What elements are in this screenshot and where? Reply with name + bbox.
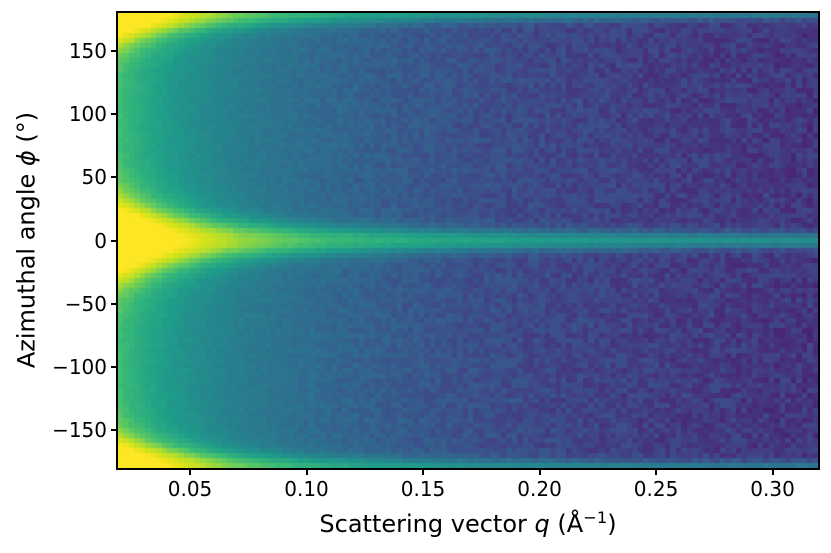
x-tick-mark [655,470,658,475]
y-tick-label: 0 [94,228,107,253]
x-tick-label: 0.05 [167,477,213,501]
x-tick-label: 0.15 [400,477,446,501]
x-tick-label: 0.30 [750,477,795,501]
x-axis-label-unit-open: (Å [549,510,584,538]
y-tick-label: −150 [52,418,107,443]
y-axis-label-text: Azimuthal angle [12,166,41,369]
x-axis-label-unit-close: ) [607,510,617,538]
x-axis-label-superscript: −1 [583,508,608,527]
y-tick-label: 150 [68,38,107,63]
x-tick-mark [305,470,308,475]
y-tick-mark [111,302,116,305]
heatmap-canvas [118,13,818,468]
y-tick-mark [111,176,116,179]
y-tick-mark [111,49,116,52]
y-tick-label: −100 [52,354,107,379]
x-tick-mark [771,470,774,475]
x-tick-label: 0.10 [284,477,329,501]
y-tick-mark [111,113,116,116]
y-tick-label: 100 [68,102,107,127]
y-tick-mark [111,239,116,242]
x-axis-label-variable: q [534,510,550,538]
x-axis-label-text: Scattering vector [319,510,535,538]
y-tick-mark [111,429,116,432]
y-tick-mark [111,365,116,368]
y-tick-label: 50 [81,165,107,190]
x-tick-mark [422,470,425,475]
y-tick-label: −50 [64,291,107,316]
x-tick-label: 0.25 [633,477,679,501]
x-axis-label: Scattering vector q (Å−1) [118,508,818,542]
x-tick-mark [189,470,191,475]
x-tick-mark [538,470,541,475]
x-tick-label: 0.20 [517,477,562,501]
